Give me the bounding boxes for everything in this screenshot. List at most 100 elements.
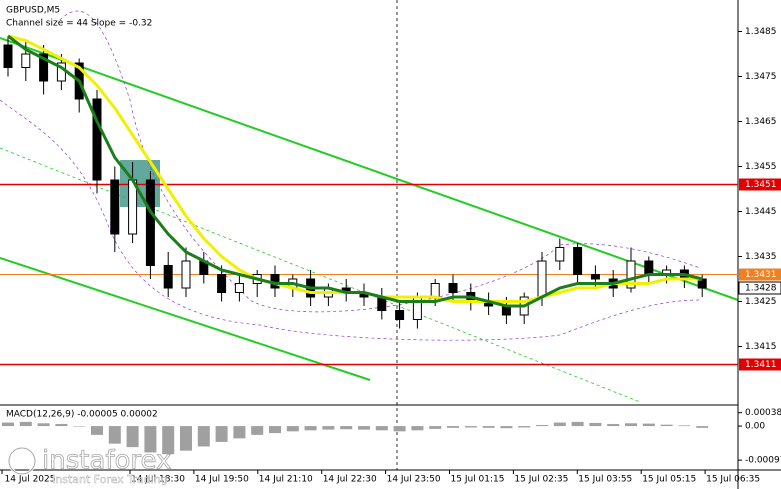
macd-title: MACD(12,26,9) -0.00005 0.00002	[6, 410, 158, 420]
macd-bar	[678, 425, 691, 427]
x-tick-label: 15 Jul 02:35	[514, 475, 568, 485]
x-tick-label: 14 Jul 18:30	[131, 475, 185, 485]
macd-bar	[447, 426, 459, 428]
chart-title: GBPUSD,M5	[6, 6, 60, 16]
candle-body	[217, 274, 227, 293]
y-tick-label: 1.3415	[745, 342, 777, 352]
candle-body	[537, 260, 547, 298]
y-tick-label: 1.3455	[745, 162, 777, 172]
macd-bar	[144, 426, 157, 453]
macd-bar	[215, 426, 228, 442]
macd-bar	[411, 426, 424, 431]
macd-bar	[91, 426, 103, 435]
candle-body	[555, 247, 565, 262]
macd-bar	[73, 426, 86, 427]
macd-bar	[696, 426, 709, 428]
candle-body	[92, 98, 102, 181]
y-tick-label: 1.3465	[745, 117, 777, 127]
chart-subtitle: Channel size = 44 Slope = -0.32	[6, 19, 152, 29]
macd-bar	[37, 423, 50, 427]
macd-bar	[518, 426, 531, 428]
channel-lower	[0, 257, 371, 381]
macd-bar	[233, 426, 246, 439]
envelope-lower	[0, 99, 701, 341]
watermark: instaforex Instant Forex Trading	[7, 445, 172, 486]
candle-body	[448, 283, 458, 293]
macd-tick-label: 0.00	[745, 422, 765, 432]
macd-tick-label: 0.00038	[745, 408, 781, 418]
x-tick-label: 14 Jul 19:50	[195, 475, 249, 485]
level-label: 1.3411	[745, 360, 777, 370]
macd-bar	[2, 422, 14, 427]
candle-body	[145, 179, 155, 266]
candle-body	[430, 283, 440, 298]
candle-body	[163, 265, 173, 289]
macd-bar	[589, 422, 602, 427]
level-label: 1.3431	[745, 270, 777, 280]
macd-bar	[642, 423, 655, 427]
macd-bar	[482, 426, 495, 428]
macd-bar	[197, 426, 210, 447]
macd-bar	[55, 423, 68, 427]
watermark-logo-outline	[8, 447, 36, 475]
x-tick-label: 14 Jul 21:10	[259, 475, 313, 485]
macd-bar	[536, 425, 548, 427]
y-tick-label: 1.3435	[745, 252, 777, 262]
macd-bar	[340, 426, 353, 430]
macd-bar	[180, 426, 192, 451]
watermark-tagline: Instant Forex Trading	[52, 473, 168, 486]
macd-bar	[553, 422, 566, 427]
level-tag	[739, 268, 781, 281]
x-tick-label: 14 Jul 22:30	[323, 475, 377, 485]
level-tag	[739, 178, 781, 191]
macd-bar	[269, 426, 281, 434]
x-tick-label: 15 Jul 03:55	[578, 475, 632, 485]
y-tick-label: 1.3425	[745, 297, 777, 307]
macd-bar	[429, 426, 442, 429]
macd-bar	[322, 426, 335, 430]
level-tag	[739, 358, 781, 371]
macd-bar	[304, 426, 317, 431]
x-tick-label: 15 Jul 06:35	[706, 475, 760, 485]
macd-bar	[607, 423, 620, 427]
macd-bar	[464, 426, 477, 428]
macd-bar	[358, 426, 370, 430]
macd-bar	[660, 424, 673, 427]
candle-body	[626, 260, 636, 289]
candle-body	[39, 53, 49, 82]
candle-body	[181, 260, 191, 289]
macd-bar	[126, 426, 139, 448]
candle-body	[21, 53, 31, 68]
macd-bar	[19, 421, 32, 427]
x-tick-label: 14 Jul 2025	[5, 475, 56, 485]
macd-bar	[375, 426, 388, 431]
candle-body	[234, 283, 244, 293]
macd-bar	[286, 426, 299, 432]
x-tick-label: 14 Jul 23:50	[387, 475, 441, 485]
candle-body	[128, 179, 138, 235]
y-tick-label: 1.3485	[745, 27, 777, 37]
macd-bar	[108, 426, 121, 444]
candle-body	[590, 274, 600, 280]
current-price-tag	[738, 281, 781, 295]
candle-body	[110, 179, 120, 235]
channel-upper	[0, 37, 739, 301]
x-tick-label: 15 Jul 05:15	[642, 475, 696, 485]
watermark-brand: instaforex	[42, 446, 171, 476]
macd-bar	[393, 426, 406, 432]
candle-body	[573, 247, 583, 275]
moving-average	[7, 34, 703, 308]
candle-body	[3, 44, 13, 68]
macd-bar	[500, 426, 513, 429]
macd-bar	[162, 426, 175, 455]
y-tick-label: 1.3475	[745, 72, 777, 82]
envelope-upper	[59, 10, 701, 313]
y-tick-label: 1.3445	[745, 207, 777, 217]
level-label: 1.3451	[745, 180, 777, 190]
x-tick-label: 15 Jul 01:15	[451, 475, 505, 485]
macd-tick-label: -0.00097	[745, 456, 781, 466]
current-price-label: 1.3428	[745, 284, 777, 294]
